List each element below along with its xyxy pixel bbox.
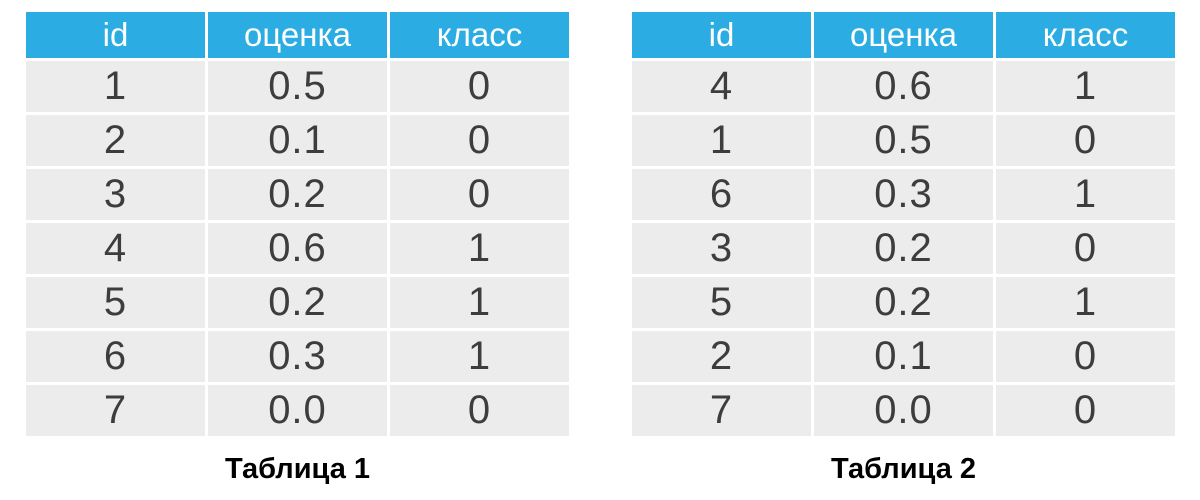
table-cell: 1: [632, 115, 811, 166]
table-cell: 0: [996, 115, 1175, 166]
table-caption: Таблица 1: [224, 453, 371, 485]
table-row: 2 0.1 0: [632, 331, 1175, 382]
table-cell: 4: [26, 223, 205, 274]
table-row: 6 0.3 1: [26, 331, 569, 382]
table-cell: 2: [632, 331, 811, 382]
table-cell: 1: [996, 61, 1175, 112]
table-cell: 7: [26, 385, 205, 436]
table-cell: 4: [632, 61, 811, 112]
table-cell: 5: [26, 277, 205, 328]
column-header: id: [632, 12, 811, 58]
table-cell: 0.6: [208, 223, 387, 274]
table-body: 4 0.6 1 1 0.5 0 6 0.3 1 3 0.2 0 5 0.2 1 2 0.1 0 7 0.0 0: [632, 61, 1175, 436]
table-cell: 0.6: [814, 61, 993, 112]
table-row: 4 0.6 1: [632, 61, 1175, 112]
table-row: 5 0.2 1: [632, 277, 1175, 328]
table-cell: 0.0: [814, 385, 993, 436]
table-cell: 0.2: [208, 169, 387, 220]
table-row: 3 0.2 0: [26, 169, 569, 220]
table-cell: 7: [632, 385, 811, 436]
table-cell: 1: [996, 169, 1175, 220]
table-cell: 0: [390, 61, 569, 112]
column-header: класс: [390, 12, 569, 58]
table-cell: 0.2: [208, 277, 387, 328]
table-cell: 0.3: [208, 331, 387, 382]
column-header: оценка: [208, 12, 387, 58]
table-cell: 1: [390, 277, 569, 328]
table-cell: 1: [390, 223, 569, 274]
table-cell: 0.2: [814, 277, 993, 328]
table-block-1: id оценка класс 1 0.5 0 2 0.1 0 3 0.2 0 4 0.6 1 5 0.2 1 6 0…: [23, 9, 572, 486]
table-cell: 0.0: [208, 385, 387, 436]
table-row: 5 0.2 1: [26, 277, 569, 328]
table-cell: 1: [26, 61, 205, 112]
table-row: 1 0.5 0: [26, 61, 569, 112]
table-row: 7 0.0 0: [632, 385, 1175, 436]
table-cell: 0: [390, 115, 569, 166]
table-cell: 0.5: [208, 61, 387, 112]
table-cell: 0: [390, 385, 569, 436]
table-cell: 0.2: [814, 223, 993, 274]
table-cell: 0.3: [814, 169, 993, 220]
table-caption: Таблица 2: [830, 453, 977, 485]
table-cell: 3: [632, 223, 811, 274]
table-cell: 0: [996, 223, 1175, 274]
table-header-row: id оценка класс: [26, 12, 569, 58]
table-cell: 5: [632, 277, 811, 328]
table-cell: 0: [390, 169, 569, 220]
table-row: 6 0.3 1: [632, 169, 1175, 220]
table-row: 1 0.5 0: [632, 115, 1175, 166]
table-cell: 3: [26, 169, 205, 220]
table-block-2: id оценка класс 4 0.6 1 1 0.5 0 6 0.3 1 3 0.2 0 5 0.2 1 2 0…: [629, 9, 1178, 486]
column-header: класс: [996, 12, 1175, 58]
table-cell: 6: [26, 331, 205, 382]
table-cell: 6: [632, 169, 811, 220]
column-header: id: [26, 12, 205, 58]
table-cell: 0.5: [814, 115, 993, 166]
data-table: id оценка класс 4 0.6 1 1 0.5 0 6 0.3 1 3 0.2 0 5 0.2 1 2 0…: [629, 9, 1178, 439]
column-header: оценка: [814, 12, 993, 58]
table-cell: 0.1: [208, 115, 387, 166]
table-row: 3 0.2 0: [632, 223, 1175, 274]
table-row: 4 0.6 1: [26, 223, 569, 274]
table-cell: 2: [26, 115, 205, 166]
data-table: id оценка класс 1 0.5 0 2 0.1 0 3 0.2 0 4 0.6 1 5 0.2 1 6 0…: [23, 9, 572, 439]
table-cell: 0: [996, 331, 1175, 382]
table-cell: 0.1: [814, 331, 993, 382]
table-body: 1 0.5 0 2 0.1 0 3 0.2 0 4 0.6 1 5 0.2 1 6 0.3 1 7 0.0 0: [26, 61, 569, 436]
table-row: 7 0.0 0: [26, 385, 569, 436]
table-cell: 1: [390, 331, 569, 382]
table-cell: 1: [996, 277, 1175, 328]
table-row: 2 0.1 0: [26, 115, 569, 166]
table-header-row: id оценка класс: [632, 12, 1175, 58]
table-cell: 0: [996, 385, 1175, 436]
